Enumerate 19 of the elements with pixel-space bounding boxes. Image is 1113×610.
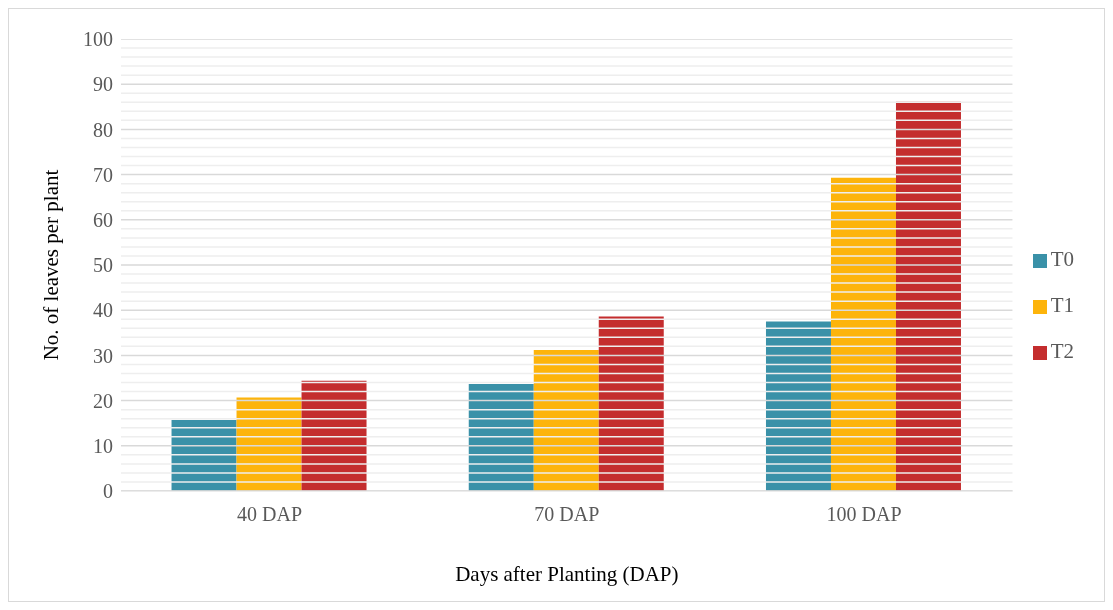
y-tick-label: 10: [93, 434, 113, 457]
y-tick-label: 90: [93, 73, 113, 96]
y-tick-label: 60: [93, 208, 113, 231]
legend-label: T1: [1050, 293, 1074, 317]
y-tick-label: 80: [93, 118, 113, 141]
x-tick-label: 70 DAP: [534, 503, 600, 526]
legend-label: T2: [1050, 339, 1074, 363]
y-tick-label: 40: [93, 299, 113, 322]
y-tick-label: 30: [93, 344, 113, 367]
y-tick-label: 100: [83, 28, 113, 51]
x-tick-label: 100 DAP: [826, 503, 902, 526]
x-tick-label: 40 DAP: [237, 503, 303, 526]
y-tick-label: 0: [103, 480, 113, 503]
y-tick-label: 70: [93, 163, 113, 186]
x-axis-title: Days after Planting (DAP): [455, 562, 679, 586]
y-tick-label: 50: [93, 254, 113, 277]
legend-label: T0: [1050, 247, 1074, 271]
y-axis-title: No. of leaves per plant: [39, 169, 64, 361]
y-tick-label: 20: [93, 389, 113, 412]
